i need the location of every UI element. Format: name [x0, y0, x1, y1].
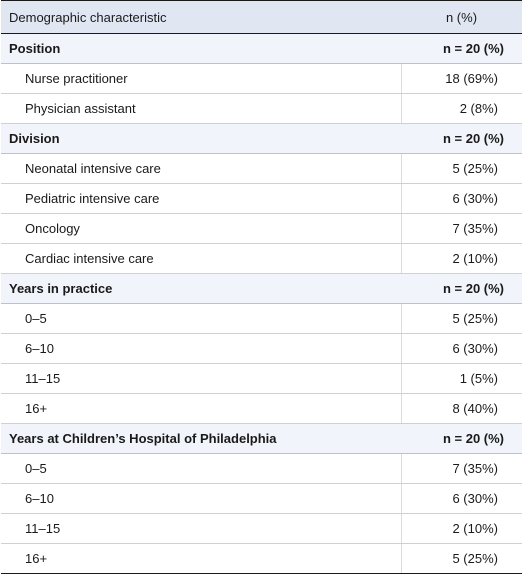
table-row: 6–10 6 (30%)	[1, 333, 522, 364]
row-label: 11–15	[1, 513, 402, 544]
section-header-position: Position n = 20 (%)	[1, 33, 522, 64]
row-label: Neonatal intensive care	[1, 153, 402, 184]
row-value: 2 (10%)	[401, 243, 522, 274]
row-value: 1 (5%)	[401, 363, 522, 394]
row-label: Cardiac intensive care	[1, 243, 402, 274]
table-row: Nurse practitioner 18 (69%)	[1, 63, 522, 94]
table-row: Physician assistant 2 (8%)	[1, 93, 522, 124]
table-row: 0–5 5 (25%)	[1, 303, 522, 334]
row-value: 6 (30%)	[401, 483, 522, 514]
row-value: 5 (25%)	[401, 153, 522, 184]
table-row: Pediatric intensive care 6 (30%)	[1, 183, 522, 214]
row-label: 6–10	[1, 483, 402, 514]
section-header-years-at-hospital: Years at Children’s Hospital of Philadel…	[1, 423, 522, 454]
section-total: n = 20 (%)	[401, 423, 522, 454]
section-total: n = 20 (%)	[401, 123, 522, 154]
row-label: 6–10	[1, 333, 402, 364]
section-title: Years in practice	[1, 273, 401, 304]
row-value: 6 (30%)	[401, 183, 522, 214]
table-row: Neonatal intensive care 5 (25%)	[1, 153, 522, 184]
row-label: 0–5	[1, 453, 402, 484]
row-label: 16+	[1, 393, 402, 424]
row-value: 2 (8%)	[401, 93, 522, 124]
row-label: Physician assistant	[1, 93, 402, 124]
table-row: Cardiac intensive care 2 (10%)	[1, 243, 522, 274]
table-row: 11–15 1 (5%)	[1, 363, 522, 394]
row-label: 11–15	[1, 363, 402, 394]
row-value: 8 (40%)	[401, 393, 522, 424]
section-title: Division	[1, 123, 401, 154]
header-characteristic: Demographic characteristic	[1, 0, 401, 34]
row-value: 7 (35%)	[401, 453, 522, 484]
header-value: n (%)	[401, 0, 522, 34]
row-value: 6 (30%)	[401, 333, 522, 364]
table-header-row: Demographic characteristic n (%)	[1, 0, 522, 34]
section-header-division: Division n = 20 (%)	[1, 123, 522, 154]
row-value: 2 (10%)	[401, 513, 522, 544]
table-row: 6–10 6 (30%)	[1, 483, 522, 514]
row-label: 0–5	[1, 303, 402, 334]
section-header-years-in-practice: Years in practice n = 20 (%)	[1, 273, 522, 304]
table-row: 11–15 2 (10%)	[1, 513, 522, 544]
row-label: Pediatric intensive care	[1, 183, 402, 214]
table-row: Oncology 7 (35%)	[1, 213, 522, 244]
table-row: 0–5 7 (35%)	[1, 453, 522, 484]
row-value: 18 (69%)	[401, 63, 522, 94]
row-label: Oncology	[1, 213, 402, 244]
section-total: n = 20 (%)	[401, 33, 522, 64]
section-title: Years at Children’s Hospital of Philadel…	[1, 423, 401, 454]
row-value: 7 (35%)	[401, 213, 522, 244]
row-label: Nurse practitioner	[1, 63, 402, 94]
section-title: Position	[1, 33, 401, 64]
section-total: n = 20 (%)	[401, 273, 522, 304]
row-value: 5 (25%)	[401, 303, 522, 334]
table-row: 16+ 8 (40%)	[1, 393, 522, 424]
